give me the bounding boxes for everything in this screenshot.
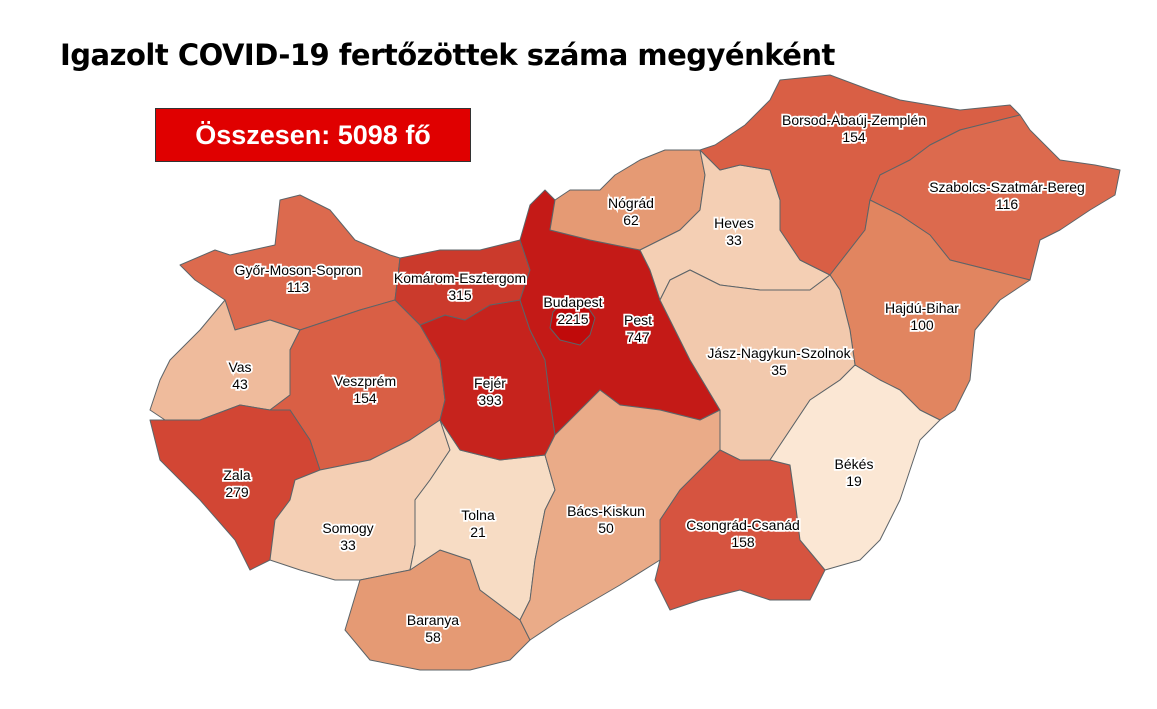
county-value-label: 393	[478, 392, 502, 408]
county-name-label: Hajdú-Bihar	[885, 300, 959, 316]
county-value-label: 33	[340, 537, 356, 553]
county-name-label: Vas	[228, 359, 251, 375]
county-value-label: 2215	[557, 311, 588, 327]
county-name-label: Szabolcs-Szatmár-Bereg	[929, 179, 1085, 195]
county-value-label: 116	[996, 196, 1019, 212]
county-name-label: Fejér	[474, 375, 506, 391]
total-cases-box: Összesen: 5098 fő	[155, 108, 471, 162]
map-title: Igazolt COVID-19 fertőzöttek száma megyé…	[60, 38, 835, 72]
county-name-label: Csongrád-Csanád	[686, 517, 800, 533]
county-name-label: Komárom-Esztergom	[394, 270, 526, 286]
county-value-label: 154	[842, 129, 866, 145]
county-name-label: Veszprém	[334, 373, 396, 389]
county-value-label: 33	[726, 232, 742, 248]
county-name-label: Zala	[223, 467, 250, 483]
county-value-label: 158	[731, 534, 755, 550]
county-value-label: 100	[910, 317, 934, 333]
county-value-label: 58	[425, 629, 441, 645]
county-value-label: 43	[232, 376, 248, 392]
county-name-label: Bács-Kiskun	[567, 503, 645, 519]
county-name-label: Tolna	[461, 507, 495, 523]
county-name-label: Győr-Moson-Sopron	[235, 262, 362, 278]
county-name-label: Jász-Nagykun-Szolnok	[707, 345, 851, 361]
county-value-label: 747	[626, 329, 650, 345]
county-name-label: Borsod-Abaúj-Zemplén	[782, 112, 926, 128]
county-value-label: 50	[598, 520, 614, 536]
county-value-label: 62	[623, 212, 639, 228]
county-value-label: 154	[353, 390, 377, 406]
county-name-label: Somogy	[322, 520, 373, 536]
county-value-label: 21	[470, 524, 486, 540]
county-value-label: 279	[225, 484, 249, 500]
county-name-label: Nógrád	[608, 195, 654, 211]
county-value-label: 35	[771, 362, 787, 378]
county-name-label: Baranya	[407, 612, 459, 628]
county-name-label: Pest	[624, 312, 652, 328]
county-budapest	[549, 299, 596, 346]
county-value-label: 19	[846, 473, 862, 489]
county-csongrad	[654, 449, 826, 611]
county-name-label: Heves	[714, 215, 754, 231]
county-name-label: Békés	[835, 456, 874, 472]
county-value-label: 315	[448, 287, 472, 303]
county-value-label: 113	[287, 279, 310, 295]
county-bekes	[769, 364, 941, 571]
county-name-label: Budapest	[543, 294, 602, 310]
